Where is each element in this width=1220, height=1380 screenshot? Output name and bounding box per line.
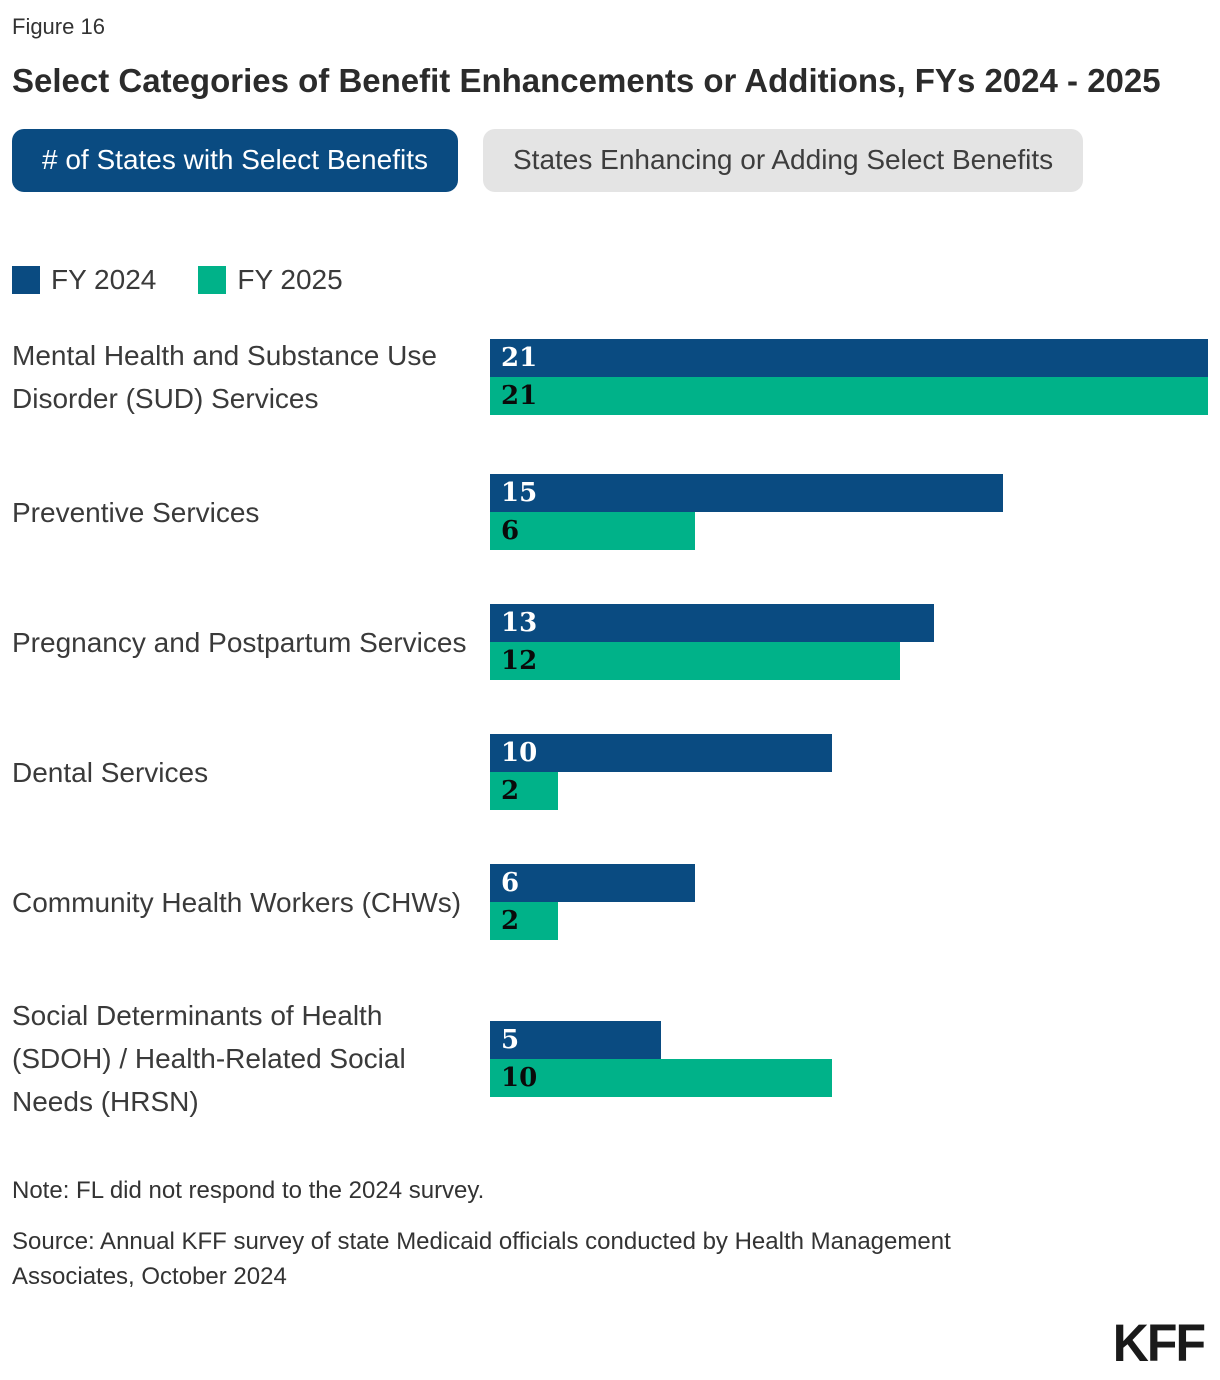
bar-fy2024[interactable]: 5 (490, 1020, 661, 1059)
chart-source: Source: Annual KFF survey of state Medic… (12, 1228, 951, 1291)
chart-note: Note: FL did not respond to the 2024 sur… (12, 1177, 485, 1205)
legend-swatch-fy2025 (198, 265, 227, 294)
bar-fy2024[interactable]: 13 (490, 604, 935, 643)
bar-fy2025[interactable]: 10 (490, 1058, 832, 1097)
figure-label: Figure 16 (12, 14, 105, 39)
bar-fy2024[interactable]: 6 (490, 864, 696, 903)
bar-value-label: 6 (501, 516, 520, 547)
bar-value-label: 10 (501, 1062, 538, 1093)
bar-value-label: 21 (501, 343, 538, 373)
legend-item-fy2025: FY 2025 (198, 263, 343, 296)
category-label: Mental Health and Substance Use Disorder… (12, 339, 437, 414)
chart-row: Preventive Services 15 6 (12, 474, 1208, 551)
bar-fy2025[interactable]: 21 (490, 377, 1208, 415)
chart-row: Dental Services 10 2 (12, 734, 1208, 811)
bar-fy2025[interactable]: 2 (490, 772, 559, 811)
legend-label-fy2024: FY 2024 (51, 263, 157, 295)
bar-fy2025[interactable]: 12 (490, 642, 901, 681)
chart-row: Pregnancy and Postpartum Services 13 12 (12, 604, 1208, 681)
legend-item-fy2024: FY 2024 (12, 264, 156, 296)
bar-group: 5 10 (490, 1020, 1208, 1097)
bar-value-label: 10 (501, 738, 538, 769)
bar-value-label: 5 (501, 1024, 520, 1055)
bar-group: 13 12 (490, 604, 1208, 681)
bar-fy2024[interactable]: 15 (490, 474, 1003, 513)
legend-label-fy2025: FY 2025 (237, 263, 343, 295)
bar-value-label: 12 (501, 646, 538, 677)
kff-logo: KFF (1112, 1313, 1206, 1373)
category-label: Pregnancy and Postpartum Services (12, 626, 467, 658)
bar-fy2024[interactable]: 10 (490, 734, 832, 773)
page-title: Select Categories of Benefit Enhancement… (12, 62, 1161, 99)
bar-fy2025[interactable]: 6 (490, 512, 696, 551)
bar-group: 21 21 (490, 339, 1208, 415)
chart-row: Mental Health and Substance Use Disorder… (12, 334, 1208, 420)
view-tabs: # of States with Select Benefits States … (12, 128, 1208, 192)
category-label: Community Health Workers (CHWs) (12, 886, 462, 918)
bar-value-label: 15 (501, 478, 538, 509)
bar-value-label: 2 (501, 906, 520, 937)
bar-group: 15 6 (490, 474, 1208, 551)
chart-legend: FY 2024 FY 2025 (12, 264, 1208, 296)
category-label: Dental Services (12, 756, 209, 788)
chart-row: Social Determinants of Health (SDOH) / H… (12, 994, 1208, 1123)
page: Figure 16 Select Categories of Benefit E… (12, 14, 1208, 1291)
tab-states-enhancing-or-adding[interactable]: States Enhancing or Adding Select Benefi… (482, 128, 1084, 192)
category-label: Preventive Services (12, 496, 260, 528)
bar-value-label: 6 (501, 868, 520, 899)
bar-value-label: 21 (501, 381, 538, 411)
tab-states-with-select-benefits[interactable]: # of States with Select Benefits (12, 128, 458, 192)
bar-fy2024[interactable]: 21 (490, 339, 1208, 377)
bar-group: 10 2 (490, 734, 1208, 811)
bar-value-label: 2 (501, 776, 520, 807)
chart-row: Community Health Workers (CHWs) 6 2 (12, 864, 1208, 941)
category-label: Social Determinants of Health (SDOH) / H… (12, 1000, 406, 1118)
bar-fy2025[interactable]: 2 (490, 902, 559, 941)
bar-value-label: 13 (501, 608, 538, 639)
bar-chart: Mental Health and Substance Use Disorder… (12, 334, 1208, 1124)
legend-swatch-fy2024 (12, 265, 40, 294)
